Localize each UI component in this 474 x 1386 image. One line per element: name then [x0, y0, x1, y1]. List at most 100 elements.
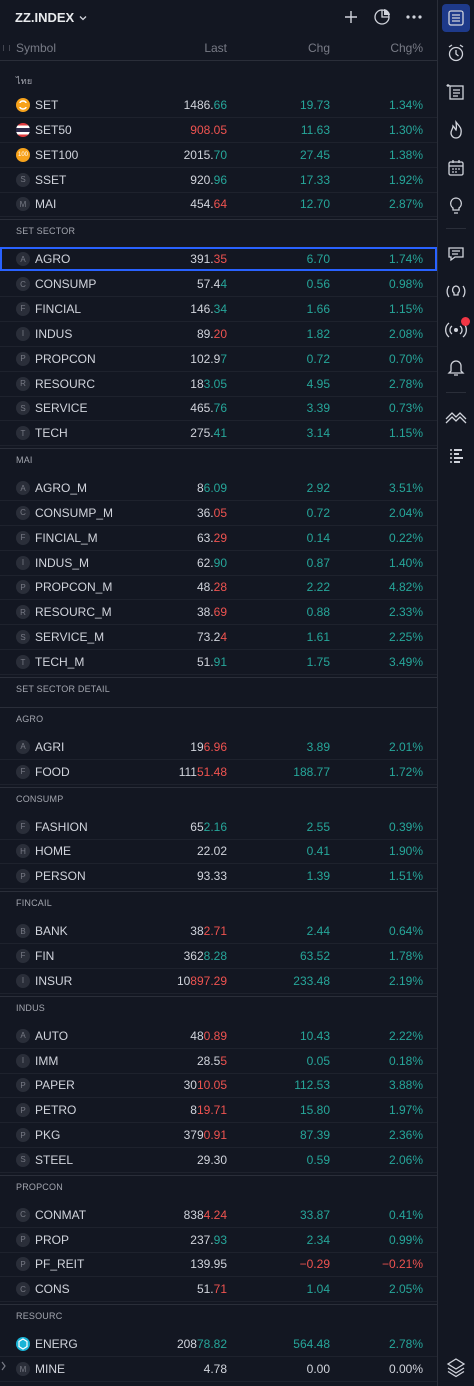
- layers-icon[interactable]: [442, 1353, 470, 1381]
- symbol-row-imm[interactable]: I IMM 28.55 0.05 0.18%: [0, 1049, 437, 1074]
- section-header[interactable]: AGRO: [0, 706, 437, 732]
- chevron-down-icon[interactable]: [78, 12, 88, 22]
- ideas-lightbulb-icon[interactable]: [442, 192, 470, 220]
- expand-handle-icon[interactable]: [0, 1356, 8, 1376]
- last-price-changed-part: 4: [220, 277, 227, 292]
- symbol-row-insur[interactable]: I INSUR 10897.29 233.48 2.19%: [0, 969, 437, 994]
- symbol-row-indus-m[interactable]: I INDUS_M 62.90 0.87 1.40%: [0, 551, 437, 576]
- symbol-row-service-m[interactable]: S SERVICE_M 73.24 1.61 2.25%: [0, 625, 437, 651]
- section-header[interactable]: FINCAIL: [0, 891, 437, 916]
- last-price: 454.64: [190, 197, 227, 211]
- watchlist-icon[interactable]: [442, 4, 470, 32]
- last-price-unchanged-part: 838: [183, 1207, 204, 1222]
- symbol-row-agro-m[interactable]: A AGRO_M 86.09 2.92 3.51%: [0, 476, 437, 502]
- symbol-row-service[interactable]: S SERVICE 465.76 3.39 0.73%: [0, 396, 437, 422]
- watchlist-title[interactable]: ZZ.INDEX: [15, 9, 75, 25]
- column-last-header[interactable]: Last: [204, 41, 227, 55]
- change-percent: 1.40%: [388, 555, 423, 570]
- symbol-row-propcon-m[interactable]: P PROPCON_M 48.28 2.22 4.82%: [0, 575, 437, 601]
- symbol-row-consump[interactable]: C CONSUMP 57.44 0.56 0.98%: [0, 272, 437, 298]
- symbol-row-agri[interactable]: A AGRI 196.96 3.89 2.01%: [0, 735, 437, 760]
- section-header[interactable]: SET SECTOR: [0, 219, 437, 244]
- calendar-icon[interactable]: [442, 154, 470, 182]
- symbol-row-auto[interactable]: A AUTO 480.89 10.43 2.22%: [0, 1024, 437, 1049]
- last-price-changed-part: 91: [213, 655, 227, 669]
- news-list-icon[interactable]: [442, 78, 470, 106]
- last-price-unchanged-part: 465.: [190, 401, 214, 416]
- symbol-row-petro[interactable]: P PETRO 819.71 15.80 1.97%: [0, 1098, 437, 1124]
- symbol-row-consump-m[interactable]: C CONSUMP_M 36.05 0.72 2.04%: [0, 501, 437, 526]
- column-symbol-header[interactable]: Symbol: [16, 41, 57, 55]
- dom-icon[interactable]: [442, 441, 470, 469]
- column-resize-handle[interactable]: [3, 45, 10, 51]
- last-price-unchanged-part: 920.: [190, 172, 214, 187]
- symbol-row-tech[interactable]: T TECH 275.41 3.14 1.15%: [0, 421, 437, 447]
- section-header[interactable]: PROPCON: [0, 1174, 437, 1200]
- symbol-row-resourc-m[interactable]: R RESOURC_M 38.69 0.88 2.33%: [0, 600, 437, 626]
- section-header[interactable]: CONSUMP: [0, 786, 437, 812]
- last-price: 38.69: [197, 605, 227, 619]
- last-price-changed-part: 69: [213, 605, 227, 620]
- symbol-row-tech-m[interactable]: T TECH_M 51.91 1.75 3.49%: [0, 650, 437, 675]
- chart-trend-icon[interactable]: [442, 402, 470, 430]
- add-symbol-button[interactable]: [341, 7, 361, 27]
- section-header[interactable]: ไทย: [0, 68, 437, 92]
- symbol-row-pkg[interactable]: P PKG 3790.91 87.39 2.36%: [0, 1123, 437, 1149]
- symbol-row-conmat[interactable]: C CONMAT 8384.24 33.87 0.41%: [0, 1203, 437, 1228]
- section-header[interactable]: SET SECTOR DETAIL: [0, 676, 437, 702]
- symbol-row-fincial[interactable]: F FINCIAL 146.34 1.66 1.15%: [0, 297, 437, 322]
- letter-c-icon: C: [16, 1282, 30, 1297]
- alarm-clock-icon[interactable]: [442, 39, 470, 67]
- last-price: 57.44: [197, 277, 227, 291]
- symbol-row-set[interactable]: SET 1486.66 19.73 1.34%: [0, 93, 437, 118]
- symbol-row-steel[interactable]: S STEEL 29.30 0.59 2.06%: [0, 1148, 437, 1173]
- symbol-row-cons[interactable]: C CONS 51.71 1.04 2.05%: [0, 1277, 437, 1303]
- letter-s-icon: S: [16, 1152, 30, 1167]
- symbol-row-food[interactable]: F FOOD 11151.48 188.77 1.72%: [0, 760, 437, 785]
- symbol-row-energ[interactable]: ENERG 20878.82 564.48 2.78%: [0, 1332, 437, 1358]
- panel-divider[interactable]: [437, 0, 438, 1386]
- symbol-row-fincial-m[interactable]: F FINCIAL_M 63.29 0.14 0.22%: [0, 526, 437, 551]
- change-value: 0.72: [306, 351, 330, 366]
- symbol-name: TECH: [35, 426, 68, 441]
- letter-p-icon: P: [16, 1232, 30, 1247]
- symbol-row-pf-reit[interactable]: P PF_REIT 139.95 −0.29 −0.21%: [0, 1252, 437, 1278]
- symbol-row-home[interactable]: H HOME 22.02 0.41 1.90%: [0, 839, 437, 865]
- symbol-row-set100[interactable]: 100 SET100 2015.70 27.45 1.38%: [0, 143, 437, 168]
- section-header[interactable]: MAI: [0, 448, 437, 473]
- symbol-row-indus[interactable]: I INDUS 89.20 1.82 2.08%: [0, 322, 437, 347]
- advanced-view-button[interactable]: [372, 7, 392, 27]
- symbol-row-prop[interactable]: P PROP 237.93 2.34 0.99%: [0, 1228, 437, 1253]
- symbol-row-paper[interactable]: P PAPER 3010.05 112.53 3.88%: [0, 1073, 437, 1099]
- symbol-row-sset[interactable]: S SSET 920.96 17.33 1.92%: [0, 168, 437, 193]
- pie-chart-icon: [374, 9, 390, 25]
- symbol-row-set50[interactable]: SET50 908.05 11.63 1.30%: [0, 118, 437, 143]
- last-price-unchanged-part: 48: [190, 1028, 204, 1043]
- symbol-row-propcon[interactable]: P PROPCON 102.97 0.72 0.70%: [0, 347, 437, 372]
- live-broadcast-icon[interactable]: [442, 316, 470, 344]
- last-price: 196.96: [190, 740, 227, 754]
- symbol-row-mine[interactable]: M MINE 4.78 0.00 0.00%: [0, 1357, 437, 1382]
- last-price: 102.97: [190, 352, 227, 366]
- column-chgp-header[interactable]: Chg%: [390, 41, 423, 55]
- chat-icon[interactable]: [442, 240, 470, 268]
- hotlist-flame-icon[interactable]: [442, 116, 470, 144]
- symbol-row-mai[interactable]: M MAI 454.64 12.70 2.87%: [0, 192, 437, 218]
- watchlist-panel: ZZ.INDEX Symbol Last Chg Chg% ไทย SET 1486…: [0, 7, 437, 1382]
- change-percent: 0.73%: [388, 401, 423, 416]
- column-chg-header[interactable]: Chg: [307, 41, 330, 55]
- notification-badge: [461, 317, 470, 326]
- notifications-bell-icon[interactable]: [442, 354, 470, 382]
- symbol-row-bank[interactable]: B BANK 382.71 2.44 0.64%: [0, 919, 437, 945]
- last-price-changed-part: 2.16: [203, 819, 227, 834]
- symbol-row-person[interactable]: P PERSON 93.33 1.39 1.51%: [0, 864, 437, 890]
- symbol-row-fashion[interactable]: F FASHION 652.16 2.55 0.39%: [0, 815, 437, 840]
- symbol-row-agro[interactable]: A AGRO 391.35 6.70 1.74%: [0, 247, 437, 272]
- section-header[interactable]: RESOURC: [0, 1304, 437, 1329]
- last-price-changed-part: 897.29: [190, 973, 227, 988]
- more-options-button[interactable]: [404, 7, 424, 27]
- symbol-row-resourc[interactable]: R RESOURC 183.05 4.95 2.78%: [0, 372, 437, 397]
- symbol-row-fin[interactable]: F FIN 3628.28 63.52 1.78%: [0, 944, 437, 969]
- streams-icon[interactable]: [442, 278, 470, 306]
- section-header[interactable]: INDUS: [0, 995, 437, 1021]
